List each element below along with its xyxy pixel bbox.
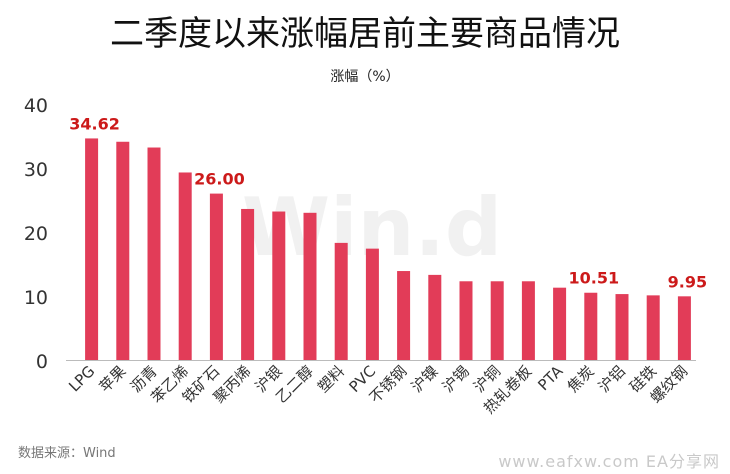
y-tick-label: 0	[36, 351, 48, 373]
data-label: 9.95	[668, 272, 707, 291]
x-tick-label: PTA	[534, 362, 567, 395]
bar	[178, 172, 192, 360]
data-label: 26.00	[194, 170, 245, 189]
x-tick-label: 塑料	[314, 362, 348, 396]
bar	[147, 147, 161, 360]
data-source: 数据来源：Wind	[18, 446, 116, 461]
bar	[615, 294, 629, 360]
chart-subtitle: 涨幅（%）	[330, 69, 400, 85]
x-tick-label: 沪镍	[408, 362, 442, 396]
y-tick-label: 30	[24, 159, 48, 181]
bar	[209, 193, 223, 360]
bar	[116, 141, 130, 360]
bar	[459, 281, 473, 360]
bar	[428, 274, 442, 360]
data-label: 34.62	[69, 114, 120, 133]
bar	[490, 281, 504, 360]
x-tick-label: 沪锡	[439, 362, 473, 396]
data-label: 10.51	[568, 269, 619, 288]
x-tick-label: 焦炭	[564, 362, 598, 396]
bar	[553, 287, 567, 360]
bar	[677, 296, 691, 360]
bar	[85, 138, 99, 360]
y-tick-label: 10	[24, 287, 48, 309]
bar	[241, 208, 255, 360]
x-tick-label: LPG	[65, 362, 98, 395]
x-tick-label: 沪铝	[595, 362, 629, 396]
bar	[365, 248, 379, 360]
bar	[272, 211, 286, 360]
chart-title: 二季度以来涨幅居前主要商品情况	[110, 14, 620, 54]
bar	[521, 281, 535, 360]
bar	[397, 271, 411, 360]
bar	[584, 292, 598, 360]
y-tick-label: 20	[24, 223, 48, 245]
x-tick-label: 苹果	[96, 362, 130, 396]
bar	[334, 242, 348, 360]
y-tick-label: 40	[24, 95, 48, 117]
footer-watermark: www.eafxw.com EA分享网	[498, 452, 720, 471]
bar	[646, 295, 660, 360]
bar	[303, 212, 317, 360]
